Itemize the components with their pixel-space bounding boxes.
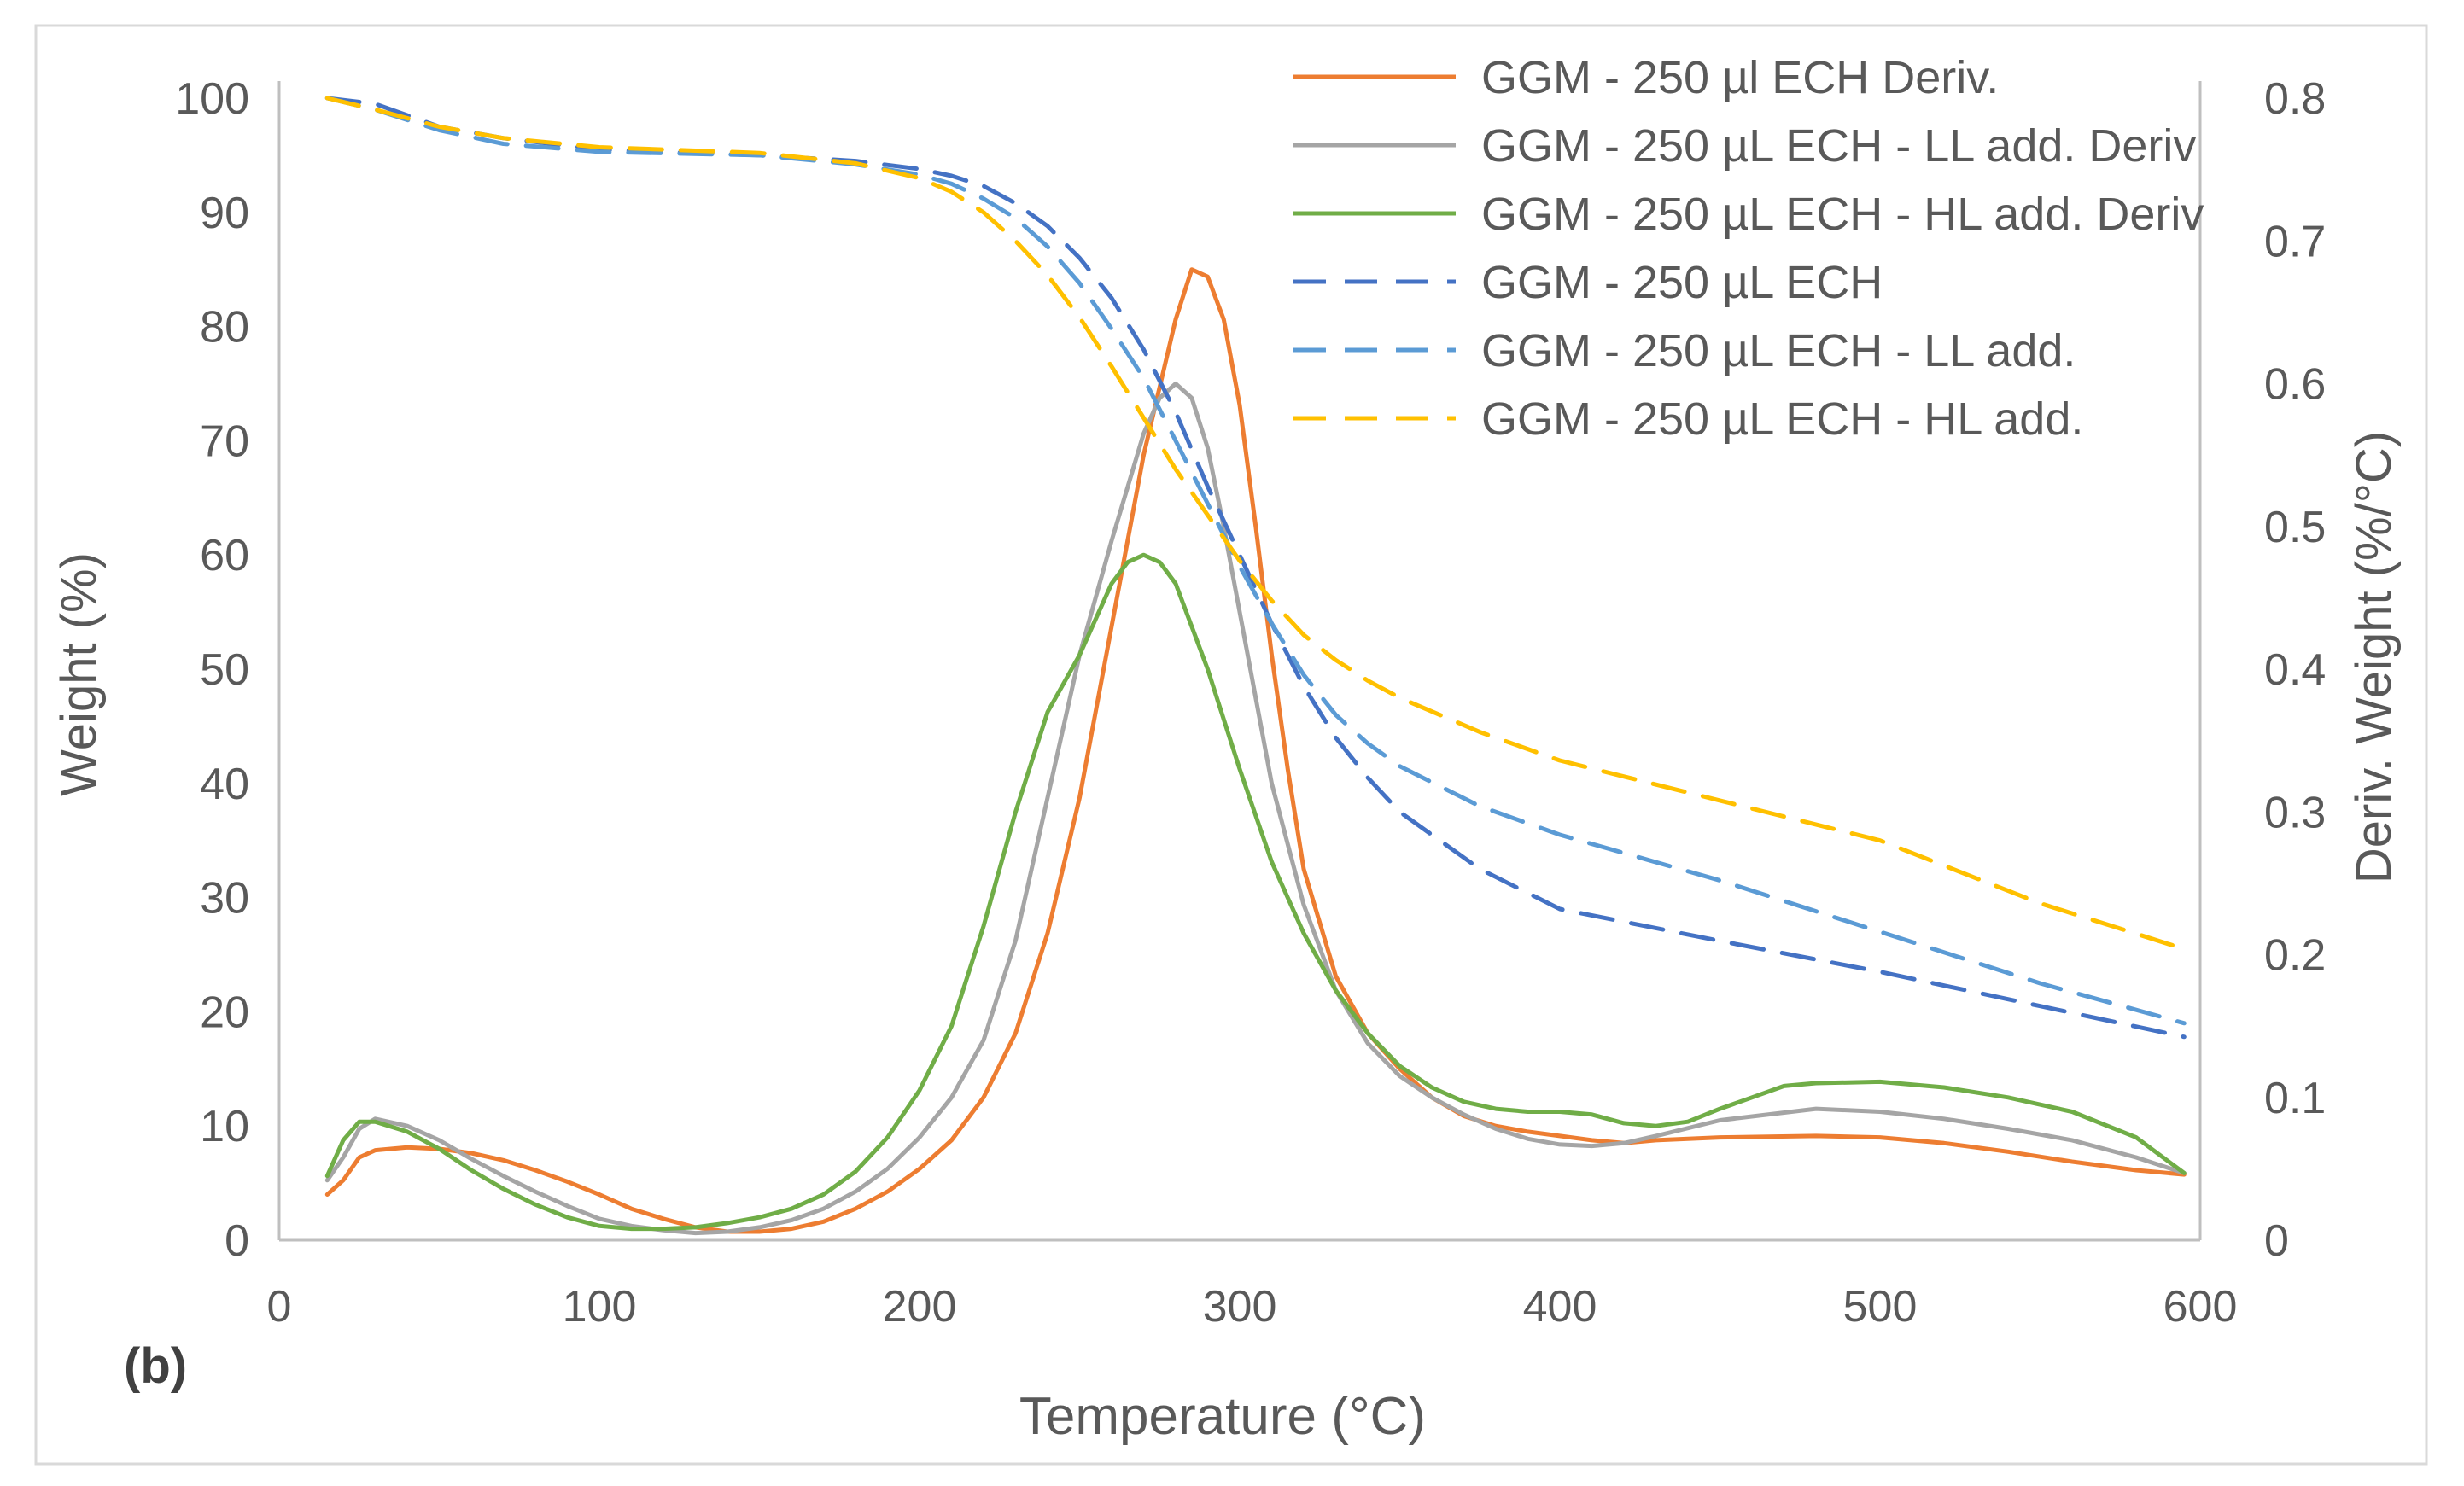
y-tick-label: 100 [175, 74, 249, 124]
y2-tick-label: 0.7 [2264, 217, 2326, 266]
x-tick-label: 100 [563, 1282, 637, 1332]
y2-axis-title: Deriv. Weight (%/°C) [2346, 431, 2402, 883]
axes [277, 81, 2202, 1242]
y-tick-label: 50 [200, 645, 249, 695]
x-tick-label: 500 [1843, 1282, 1918, 1332]
x-tick-label: 0 [267, 1282, 292, 1332]
y-tick-label: 70 [200, 417, 249, 466]
y-tick-label: 80 [200, 303, 249, 353]
y-tick-label: 90 [200, 189, 249, 238]
legend-label-1: GGM - 250 µl ECH Deriv. [1481, 52, 1999, 103]
y-tick-label: 30 [200, 874, 249, 924]
y2-tick-label: 0 [2264, 1216, 2289, 1266]
tick-labels: 0 100 200 300 400 500 600 0 10 20 30 40 50 60 70 80 90 10… [175, 74, 2326, 1332]
series-layer [324, 96, 2187, 1236]
series-line-3 [324, 552, 2187, 1232]
y2-tick-label: 0.3 [2264, 788, 2326, 837]
x-tick-label: 300 [1203, 1282, 1277, 1332]
y2-tick-label: 0.6 [2264, 360, 2326, 410]
legend-label-6: GGM - 250 µL ECH - HL add. [1481, 393, 2083, 445]
y2-tick-label: 0.8 [2264, 74, 2326, 124]
x-tick-label: 200 [883, 1282, 957, 1332]
y-tick-label: 0 [225, 1216, 249, 1266]
legend-label-2: GGM - 250 µL ECH - LL add. Deriv [1481, 120, 2196, 172]
x-tick-label: 600 [2163, 1282, 2238, 1332]
x-axis-title: Temperature (°C) [1019, 1387, 1426, 1446]
legend-label-4: GGM - 250 µL ECH [1481, 257, 1883, 308]
y-axis-title: Weight (%) [51, 552, 107, 796]
series-line-6 [324, 96, 2187, 952]
legend-label-5: GGM - 250 µL ECH - LL add. [1481, 325, 2076, 376]
x-tick-label: 400 [1523, 1282, 1597, 1332]
legend: GGM - 250 µl ECH Deriv. GGM - 250 µL ECH … [1293, 52, 2204, 445]
y-tick-label: 60 [200, 531, 249, 580]
y2-tick-label: 0.2 [2264, 931, 2326, 981]
y-tick-label: 40 [200, 760, 249, 809]
legend-label-3: GGM - 250 µL ECH - HL add. Deriv [1481, 189, 2204, 240]
y2-tick-label: 0.1 [2264, 1074, 2326, 1123]
panel-label: (b) [124, 1338, 187, 1394]
y2-tick-label: 0.5 [2264, 503, 2326, 552]
y2-tick-label: 0.4 [2264, 645, 2326, 695]
y-tick-label: 20 [200, 988, 249, 1037]
series-line-2 [324, 382, 2187, 1236]
series-line-5 [324, 96, 2187, 1026]
y-tick-label: 10 [200, 1102, 249, 1151]
